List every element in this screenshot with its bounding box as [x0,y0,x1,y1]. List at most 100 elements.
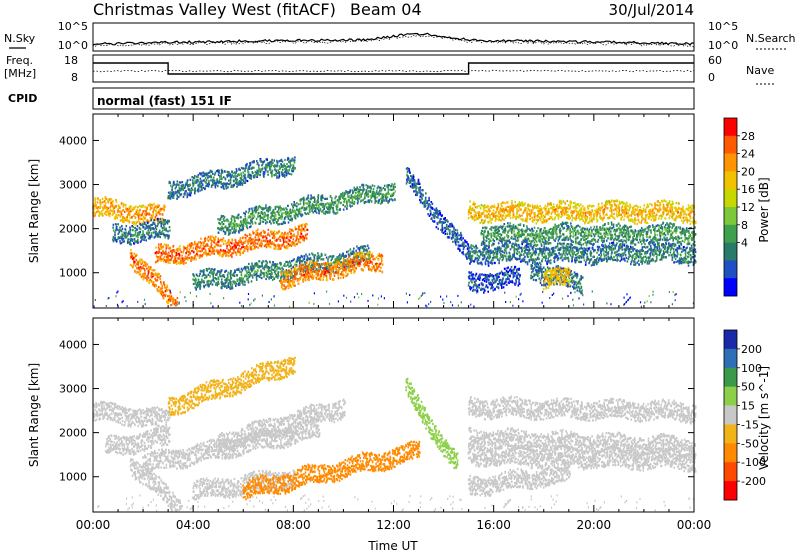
echo-cell [438,210,441,213]
echo-cell [276,265,279,269]
echo-cell [280,262,282,265]
echo-cell [349,201,351,204]
echo-cell [253,265,256,269]
echo-cell [217,240,220,244]
echo-cell [419,201,422,204]
echo-cell [284,221,286,225]
echo-cell [302,275,305,278]
echo-cell [206,254,208,257]
echo-cell [312,207,314,210]
echo-cell [95,204,97,207]
echo-cell [394,185,396,188]
echo-cell [301,270,303,273]
echo-cell [137,220,140,223]
echo-cell [315,261,318,264]
echo-cell [164,219,167,222]
nsearch-tick-low: 10^0 [708,39,738,52]
echo-cell [249,215,251,218]
echo-cell [274,236,276,239]
echo-cell [255,273,258,276]
echo-cell [441,222,444,225]
echo-cell [146,267,148,270]
echo-cell [446,232,449,235]
echo-cell [184,256,187,259]
echo-cell [156,207,158,210]
echo-cell [207,174,209,177]
echo-cell [176,191,178,194]
echo-cell [228,229,230,232]
echo-cell [207,280,209,283]
echo-cell [217,276,220,279]
echo-cell [297,234,299,237]
echo-cell [285,273,288,276]
echo-cell [253,161,255,164]
echo-cell [270,163,273,166]
echo-cell [227,283,230,287]
echo-cell [262,235,265,238]
echo-cell [299,224,301,227]
echo-cell [166,254,169,257]
echo-cell [257,238,260,242]
echo-cell [159,213,161,216]
echo-cell [352,260,355,263]
echo-cell [317,201,320,204]
echo-cell [123,234,125,237]
echo-cell [428,199,430,202]
echo-cell [460,231,462,235]
echo-cell [140,223,142,227]
echo-cell [158,233,160,236]
echo-cell [288,168,291,172]
echo-cell [220,229,222,232]
echo-cell [332,267,334,270]
echo-cell [319,268,322,271]
echo-cell [272,275,274,278]
freq-trace [93,62,694,75]
echo-cell [361,251,364,254]
echo-cell [424,205,427,208]
echo-cell [150,207,152,210]
nave-trace [92,69,695,73]
echo-cell [317,252,319,255]
echo-cell [229,179,232,182]
echo-cell [342,203,344,207]
echo-cell [291,242,294,245]
echo-cell [350,271,353,275]
echo-cell [282,273,285,277]
echo-cell [301,255,304,258]
echo-cell [245,247,247,250]
echo-cell [219,175,221,178]
echo-cell [269,168,271,171]
echo-cell [330,272,332,275]
echo-cell [186,250,188,253]
echo-cell [227,172,230,175]
echo-cell [95,210,98,213]
echo-cell [324,265,326,268]
echo-cell [135,259,138,262]
echo-cell [285,168,287,171]
echo-cell [128,207,131,210]
echo-cell [452,236,455,239]
echo-cell [367,195,369,198]
echo-cell [233,175,235,178]
echo-cell [312,277,314,280]
echo-cell [262,220,265,223]
echo-cell [293,281,296,284]
echo-cell [318,264,320,268]
echo-cell [352,263,355,266]
echo-cell [260,168,263,171]
echo-cell [254,242,257,245]
echo-cell [302,223,304,226]
echo-cell [462,245,465,248]
echo-cell [244,176,246,179]
echo-cell [329,255,332,258]
echo-cell [418,181,420,184]
echo-cell [127,233,129,236]
echo-cell [247,239,250,242]
echo-cell [222,242,225,245]
echo-cell [247,169,249,172]
echo-cell [174,257,176,260]
echo-cell [235,242,237,245]
echo-cell [195,273,198,276]
echo-cell [229,225,231,228]
echo-cell [150,219,152,222]
